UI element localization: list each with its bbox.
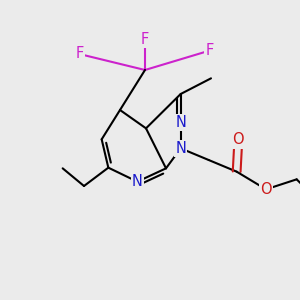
Text: N: N <box>175 141 186 156</box>
Text: O: O <box>260 182 272 197</box>
Text: F: F <box>141 32 149 47</box>
Text: N: N <box>132 174 143 189</box>
Text: F: F <box>75 46 83 62</box>
Text: F: F <box>205 43 214 58</box>
Text: N: N <box>175 115 186 130</box>
Text: O: O <box>232 133 244 148</box>
